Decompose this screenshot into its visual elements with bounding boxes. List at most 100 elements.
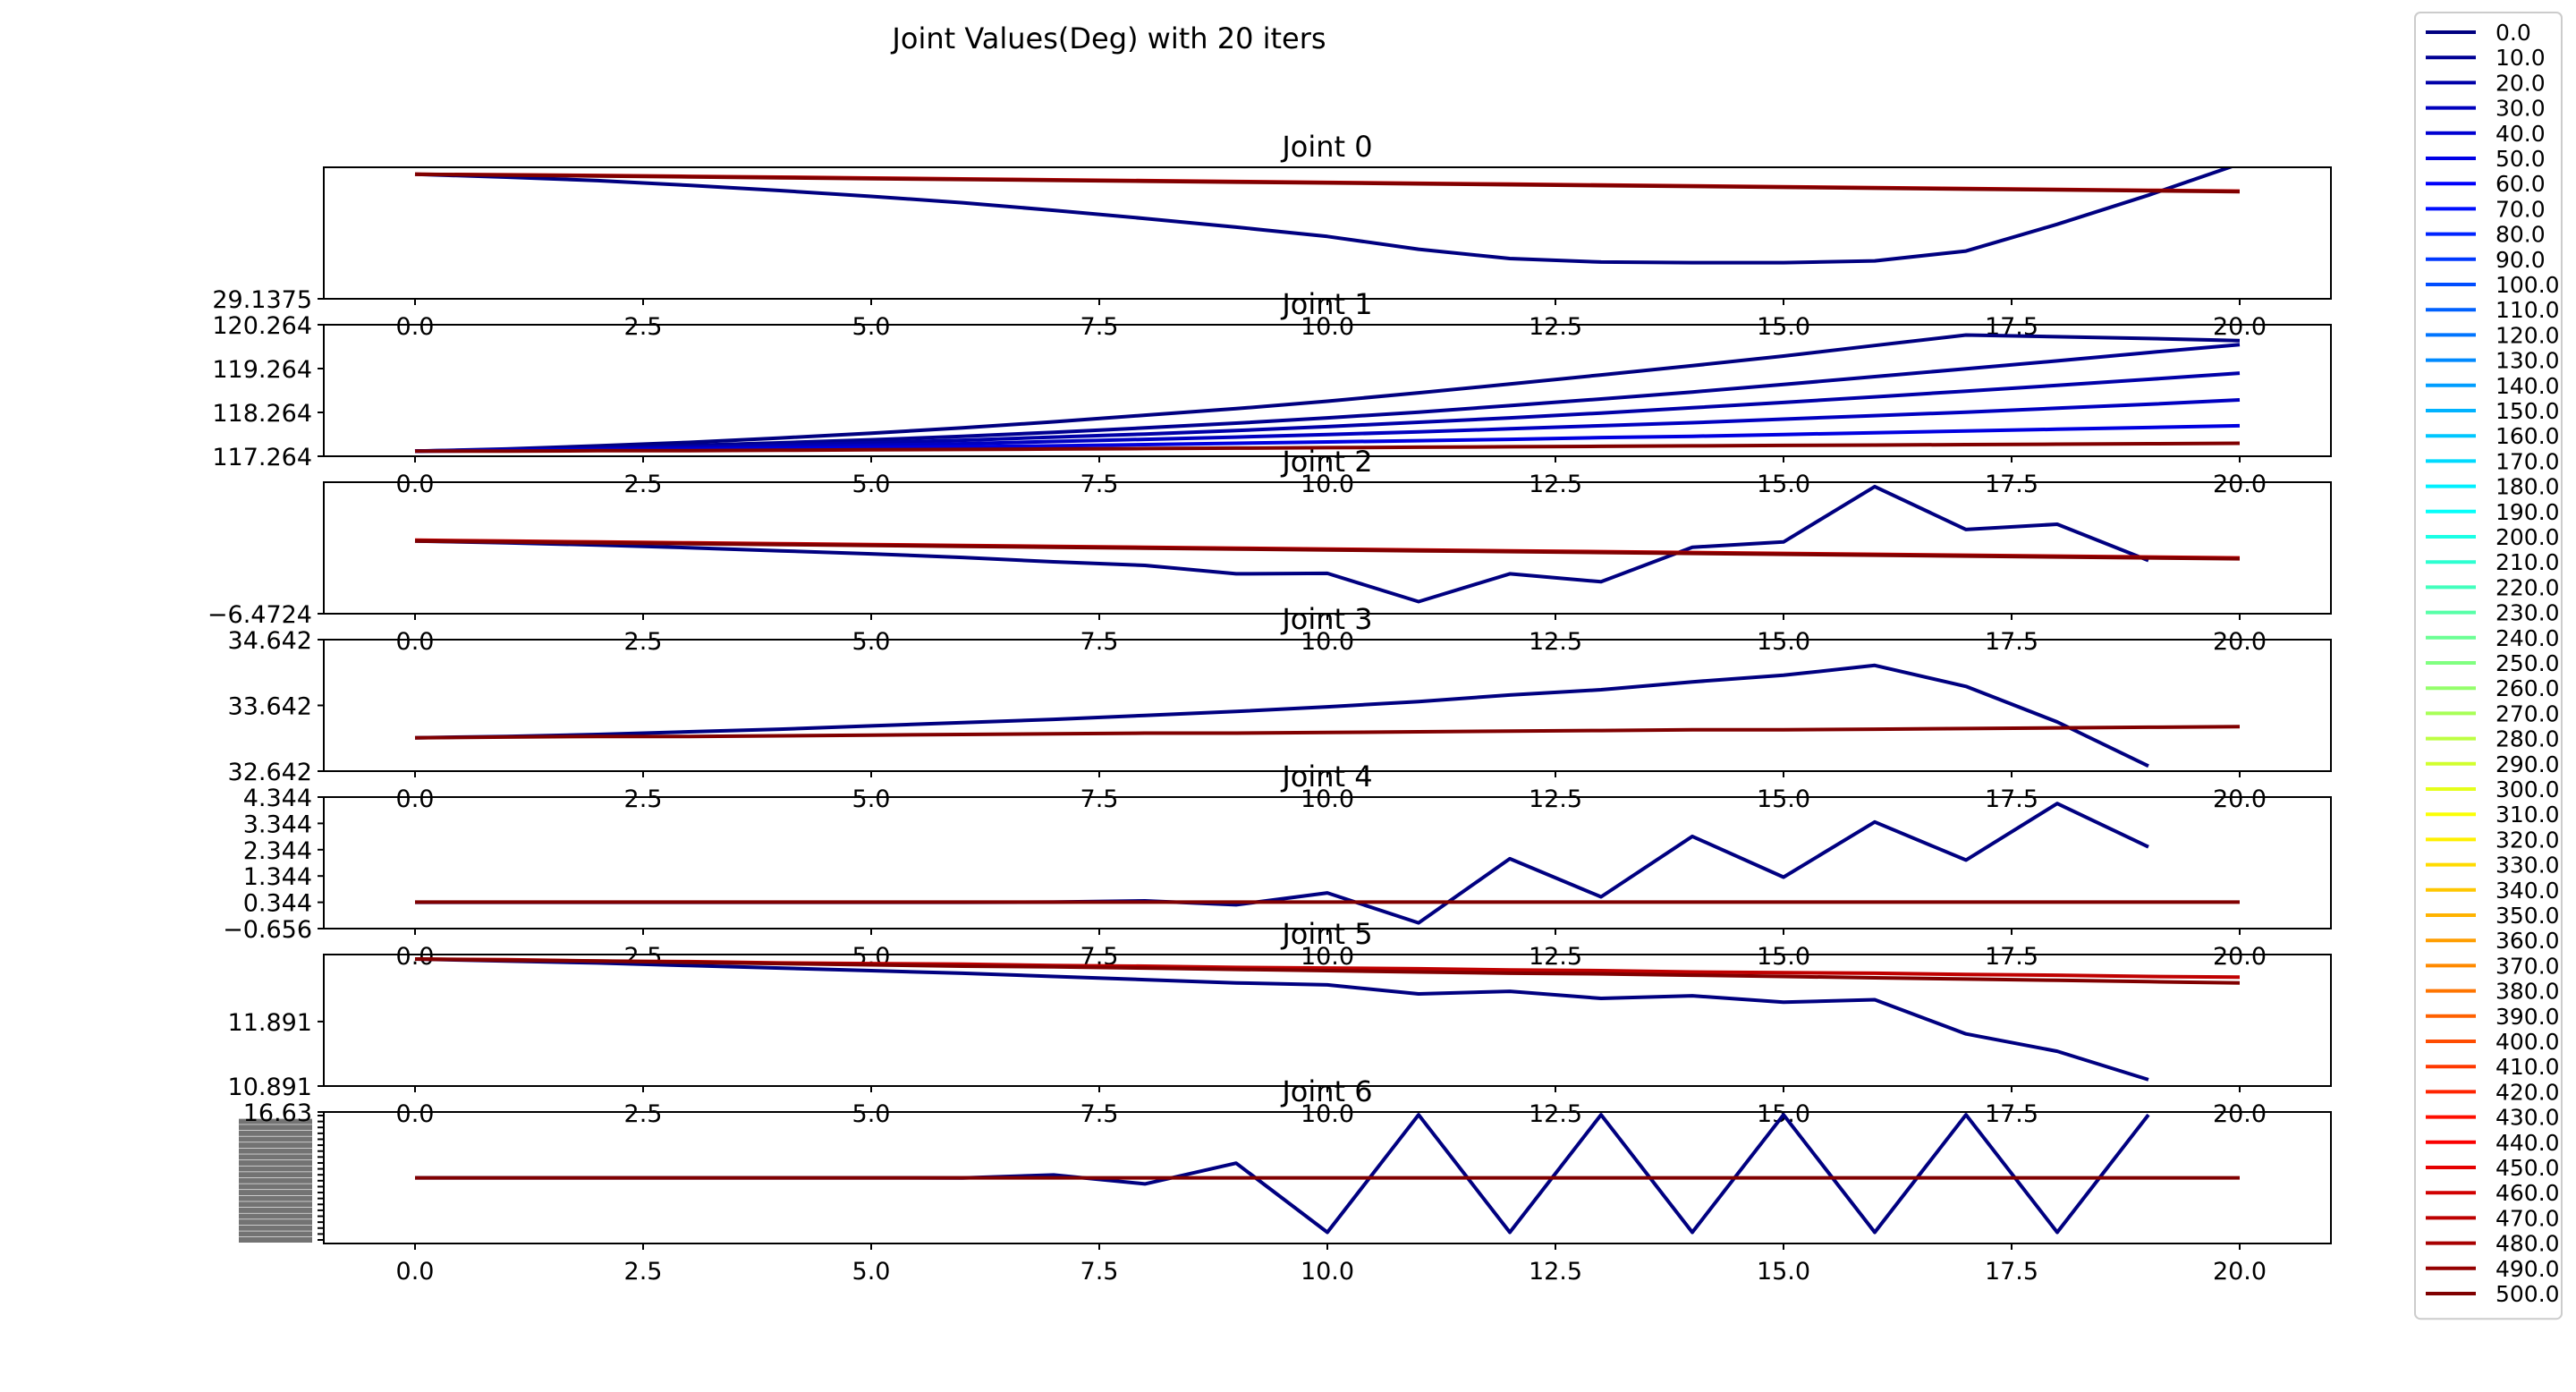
legend-label: 470.0: [2496, 1205, 2560, 1231]
x-tick-label: 5.0: [852, 785, 891, 813]
legend-label: 60.0: [2496, 171, 2546, 197]
legend-entry: 350.0: [2426, 903, 2560, 929]
legend-entry: 400.0: [2426, 1029, 2560, 1055]
x-tick-label: 2.5: [624, 1258, 663, 1286]
overlapping-tick-label: [239, 1148, 312, 1154]
legend-label: 80.0: [2496, 222, 2546, 248]
legend-entry: 240.0: [2426, 625, 2560, 651]
x-tick-label: 0.0: [396, 471, 435, 498]
series-group: [414, 484, 2241, 604]
legend-label: 330.0: [2496, 853, 2560, 878]
x-tick-label: 7.5: [1080, 628, 1119, 656]
legend-label: 410.0: [2496, 1054, 2560, 1080]
y-tick-label: 119.264: [212, 356, 312, 384]
legend-label: 160.0: [2496, 423, 2560, 449]
y-tick-label: 117.264: [212, 444, 312, 471]
y-tick-label: 1.344: [243, 863, 312, 891]
x-tick-label: 20.0: [2213, 313, 2267, 341]
subplot-joint-5: Joint 5 0.0 2.5 5.0 7.5 10.0 12.5 15.0 17.5 20.0 1…: [228, 917, 2332, 1128]
legend-label: 20.0: [2496, 70, 2546, 96]
legend-entry: 170.0: [2426, 448, 2560, 474]
overlapping-tick-label: [239, 1142, 312, 1149]
legend-label: 300.0: [2496, 777, 2560, 802]
x-tick-label: 15.0: [1757, 628, 1810, 656]
legend-entry: 250.0: [2426, 650, 2560, 676]
x-tick-label: 0.0: [396, 943, 435, 971]
overlapping-tick-label: [239, 1166, 312, 1172]
x-tick-label: 15.0: [1757, 471, 1810, 498]
legend-label: 210.0: [2496, 549, 2560, 575]
legend-entry: 110.0: [2426, 297, 2560, 323]
series-line-0: [414, 663, 2149, 768]
legend-entry: 220.0: [2426, 574, 2560, 600]
x-tick-label: 7.5: [1080, 471, 1119, 498]
subplot-title: Joint 3: [1280, 602, 1372, 636]
x-tick-label: 5.0: [852, 628, 891, 656]
legend-label: 390.0: [2496, 1004, 2560, 1030]
subplot-title: Joint 5: [1280, 917, 1372, 951]
series-line-0: [415, 1113, 2150, 1235]
x-tick-label: 20.0: [2213, 785, 2267, 813]
legend-entry: 500.0: [2426, 1281, 2560, 1307]
legend-entry: 440.0: [2426, 1130, 2560, 1156]
legend-entry: 190.0: [2426, 499, 2560, 525]
legend-label: 380.0: [2496, 979, 2560, 1005]
x-tick-label: 12.5: [1529, 628, 1582, 656]
x-tick-label: 20.0: [2213, 943, 2267, 971]
axes-frame: [323, 324, 2332, 457]
series-group: [414, 663, 2241, 768]
legend-entry: 490.0: [2426, 1256, 2560, 1282]
legend-label: 370.0: [2496, 953, 2560, 979]
overlapping-tick-label: [239, 1118, 312, 1125]
subplots: Joint 0 0.0 2.5 5.0 7.5 10.0 12.5 15.0 17.5 20.0 2…: [208, 130, 2332, 1286]
overlapping-tick-label: [239, 1172, 312, 1178]
legend-entry: 60.0: [2426, 171, 2546, 197]
legend-label: 10.0: [2496, 45, 2546, 71]
legend-entry: 50.0: [2426, 146, 2546, 172]
legend-entry: 330.0: [2426, 853, 2560, 878]
subplot-joint-2: Joint 2 0.0 2.5 5.0 7.5 10.0 12.5 15.0 17.5 20.0 −…: [208, 445, 2332, 656]
y-tick-label: 3.344: [243, 811, 312, 838]
legend-entry: 160.0: [2426, 423, 2560, 449]
overlapping-tick-label: [239, 1237, 312, 1243]
series-line-5: [415, 441, 2241, 454]
legend-label: 420.0: [2496, 1079, 2560, 1105]
x-tick-label: 15.0: [1757, 1258, 1810, 1286]
legend-label: 0.0: [2496, 20, 2531, 46]
legend-entry: 340.0: [2426, 878, 2560, 904]
y-tick-label: 4.344: [243, 785, 312, 812]
x-tick-label: 12.5: [1529, 943, 1582, 971]
x-tick-label: 17.5: [1985, 1258, 2038, 1286]
legend-entry: 270.0: [2426, 700, 2560, 726]
legend-label: 440.0: [2496, 1130, 2560, 1156]
legend-label: 150.0: [2496, 398, 2560, 424]
overlapping-tick-label: [239, 1154, 312, 1160]
subplot-title: Joint 6: [1280, 1074, 1372, 1108]
x-tick-label: 0.0: [396, 1258, 435, 1286]
x-tick-label: 7.5: [1080, 313, 1119, 341]
x-tick-label: 2.5: [624, 313, 663, 341]
subplot-joint-0: Joint 00.0 2.5 5.0 7.5 10.0 12.5 15.0 17.5 20.02…: [212, 130, 2332, 341]
y-tick-label: 2.344: [243, 837, 312, 865]
legend-entry: 0.0: [2426, 20, 2531, 46]
legend-entry: 70.0: [2426, 196, 2546, 222]
series-group: [415, 802, 2240, 925]
legend-entry: 310.0: [2426, 802, 2560, 828]
legend-entry: 230.0: [2426, 600, 2560, 626]
x-tick-label: 17.5: [1985, 471, 2038, 498]
legend-entry: 130.0: [2426, 348, 2560, 374]
axes-frame: [323, 796, 2332, 929]
x-tick-label: 10.0: [1301, 943, 1354, 971]
series-line-1: [414, 725, 2241, 740]
legend-entry: 430.0: [2426, 1105, 2560, 1131]
legend-entry: 40.0: [2426, 121, 2546, 147]
legend-label: 480.0: [2496, 1231, 2560, 1257]
x-tick-label: 10.0: [1301, 471, 1354, 498]
overlapping-tick-label: [239, 1225, 312, 1231]
legend-entry: 300.0: [2426, 777, 2560, 802]
series-line-0: [414, 484, 2149, 604]
subplot-joint-6: Joint 6 0.0 2.5 5.0 7.5 10.0 12.5 15.0 17.5 20.0 1…: [239, 1074, 2332, 1286]
series-line-0: [414, 957, 2149, 1082]
x-tick-label: 12.5: [1529, 471, 1582, 498]
x-tick-label: 12.5: [1529, 1100, 1582, 1128]
